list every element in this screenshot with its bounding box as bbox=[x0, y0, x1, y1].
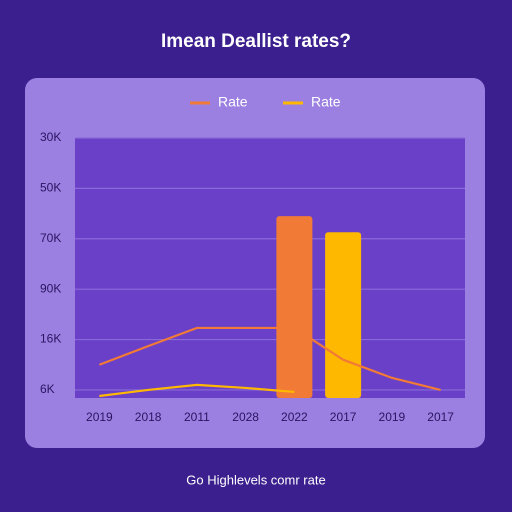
y-tick-label: 30K bbox=[40, 130, 61, 144]
line bbox=[98, 326, 441, 392]
y-tick-label: 90K bbox=[40, 281, 61, 295]
chart-title: Imean Deallist rates? bbox=[161, 31, 351, 52]
legend-label: Rate bbox=[311, 94, 341, 110]
x-tick-label: 2028 bbox=[232, 410, 259, 424]
y-tick-label: 50K bbox=[40, 181, 61, 195]
y-tick-label: 70K bbox=[40, 231, 61, 245]
line bbox=[99, 383, 295, 398]
bar bbox=[325, 232, 362, 398]
x-tick-label: 2017 bbox=[427, 410, 454, 424]
y-tick-label: 16K bbox=[40, 332, 61, 346]
bar bbox=[276, 216, 313, 398]
legend-label: Rate bbox=[218, 94, 248, 110]
caption: Go Highlevels comr rate bbox=[186, 472, 325, 487]
x-tick-label: 2019 bbox=[379, 410, 406, 424]
x-tick-label: 2017 bbox=[330, 410, 357, 424]
x-tick-label: 2019 bbox=[86, 410, 113, 424]
x-tick-label: 2011 bbox=[184, 410, 210, 424]
x-tick-label: 2018 bbox=[135, 410, 162, 424]
y-tick-label: 6K bbox=[40, 382, 55, 396]
plot-area bbox=[75, 138, 465, 398]
x-tick-label: 2022 bbox=[281, 410, 308, 424]
